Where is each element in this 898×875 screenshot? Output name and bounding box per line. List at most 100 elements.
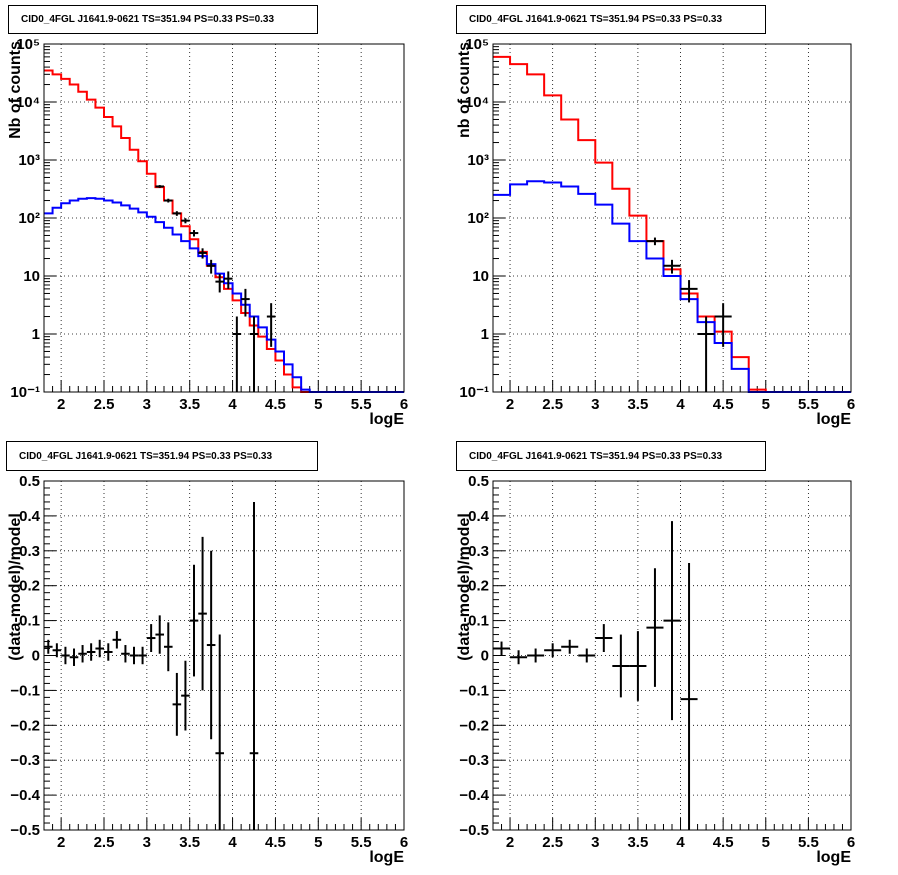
x-tick-label: 2 [506,834,514,851]
x-tick-label: 4 [228,834,237,851]
data-points [44,501,259,830]
data-point [595,624,613,653]
y-tick-label: −0.2 [10,717,40,734]
chart-top-left: 2 2.5 3 3.5 4 4.5 5 5.5 6 10⁻¹ 1 10 10² 10³ 10⁴ 10⁵ logE… [7,36,408,428]
x-tick-label: 3 [143,396,151,413]
x-tick-label: 4 [676,396,685,413]
panel-top-right: CID0_4FGL J1641.9-0621 TS=351.94 PS=0.33… [449,0,898,437]
data-point [206,550,216,740]
data-point [129,646,139,665]
y-tick-label: 0.5 [468,473,489,490]
y-tick-label: 10⁵ [16,36,40,53]
x-tick-label: 4.5 [713,396,734,413]
axis-ticks [492,46,852,393]
x-tick-label: 4 [228,396,237,413]
data-point [527,648,545,663]
chart-title: CID0_4FGL J1641.9-0621 TS=351.94 PS=0.33… [8,5,318,34]
axis-ticks [43,46,405,393]
plot-frame [492,480,852,831]
y-tick-label: −0.5 [459,822,489,839]
x-tick-label: 3.5 [627,834,648,851]
data-point [249,501,259,830]
data-point [544,643,562,658]
plot-frame [43,43,405,393]
series-0-line [493,55,851,393]
grid [44,44,404,392]
data-point [172,211,182,216]
y-tick-label: 10³ [18,152,40,169]
y-tick-label: 0.3 [468,543,489,560]
y-tick-label: −0.3 [459,752,489,769]
y-tick-label: 10⁵ [465,36,489,53]
y-tick-label: 0.3 [19,543,40,560]
y-tick-label: 1 [32,326,40,343]
x-tick-label: 4.5 [713,834,734,851]
data-point [189,230,199,237]
y-tick-label: 0 [481,648,489,665]
chart-title: CID0_4FGL J1641.9-0621 TS=351.94 PS=0.33… [6,441,318,471]
x-tick-label: 5.5 [351,396,372,413]
x-tick-label: 5 [314,834,322,851]
y-tick-label: 0.1 [19,613,40,630]
data-point [714,303,732,347]
data-point [510,650,528,665]
y-tick-label: 0 [32,648,40,665]
data-point [697,316,715,392]
y-tick-label: 0.5 [19,473,40,490]
y-tick-label: 10⁻¹ [459,384,489,401]
chart-top-right: 2 2.5 3 3.5 4 4.5 5 5.5 6 10⁻¹ 1 10 10² 10³ 10⁴ 10⁵ logE… [456,36,855,428]
plot-frame [43,480,405,831]
x-tick-label: 5.5 [351,834,372,851]
x-axis-label: logE [816,411,851,428]
data-point [232,316,242,392]
y-tick-label: 10³ [467,152,489,169]
data-point [69,648,79,666]
x-tick-label: 2.5 [542,396,563,413]
data-point [181,660,190,731]
x-tick-label: 3.5 [627,396,648,413]
y-tick-label: 10² [467,210,489,227]
y-tick-label: 0.2 [468,578,489,595]
data-point [612,634,630,698]
data-point [181,218,190,224]
x-tick-label: 6 [400,834,408,851]
x-tick-label: 5.5 [798,396,819,413]
data-point [164,622,173,672]
x-tick-label: 3 [591,834,599,851]
data-point [44,639,53,654]
data-point [198,536,207,691]
series-1-line [493,180,851,393]
data-point [104,643,113,661]
y-tick-label: −0.5 [10,822,40,839]
data-point [86,643,96,661]
data-point [155,185,164,188]
data-point [121,645,130,663]
y-tick-label: 10 [472,268,489,285]
data-point [52,643,62,658]
data-point [138,646,147,665]
data-point [164,198,173,203]
panel-bottom-right: CID0_4FGL J1641.9-0621 TS=351.94 PS=0.33… [449,437,898,875]
data-point [206,259,216,274]
data-point [578,648,596,663]
x-tick-label: 6 [847,396,855,413]
y-axis-label: nb of counts [456,42,473,138]
chart-bottom-left: 2 2.5 3 3.5 4 4.5 5 5.5 6 −0.5 −0.4 −0.3 −0.2 −0.1 0 0.… [7,473,408,866]
y-tick-label: 10 [23,268,40,285]
data-point [561,639,579,654]
y-tick-label: −0.2 [459,717,489,734]
x-axis-label: logE [369,849,404,866]
y-tick-label: −0.1 [10,682,40,699]
data-point [61,646,70,665]
data-point [493,641,511,656]
y-tick-label: 0.4 [468,508,490,525]
axis-ticks [43,480,405,831]
x-tick-label: 2.5 [94,396,115,413]
y-tick-label: 10⁻¹ [10,384,40,401]
y-tick-label: 0.2 [19,578,40,595]
data-point [215,274,224,293]
x-tick-label: 2 [506,396,514,413]
data-points [155,185,276,392]
data-point [172,672,182,736]
y-tick-label: 10² [18,210,40,227]
